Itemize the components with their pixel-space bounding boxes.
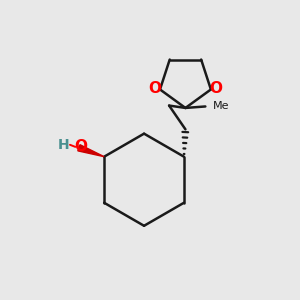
Text: Me: Me <box>213 100 230 111</box>
Polygon shape <box>78 145 104 157</box>
Text: H: H <box>58 138 70 152</box>
Text: O: O <box>209 81 222 96</box>
Text: O: O <box>74 139 87 154</box>
Text: O: O <box>149 81 162 96</box>
